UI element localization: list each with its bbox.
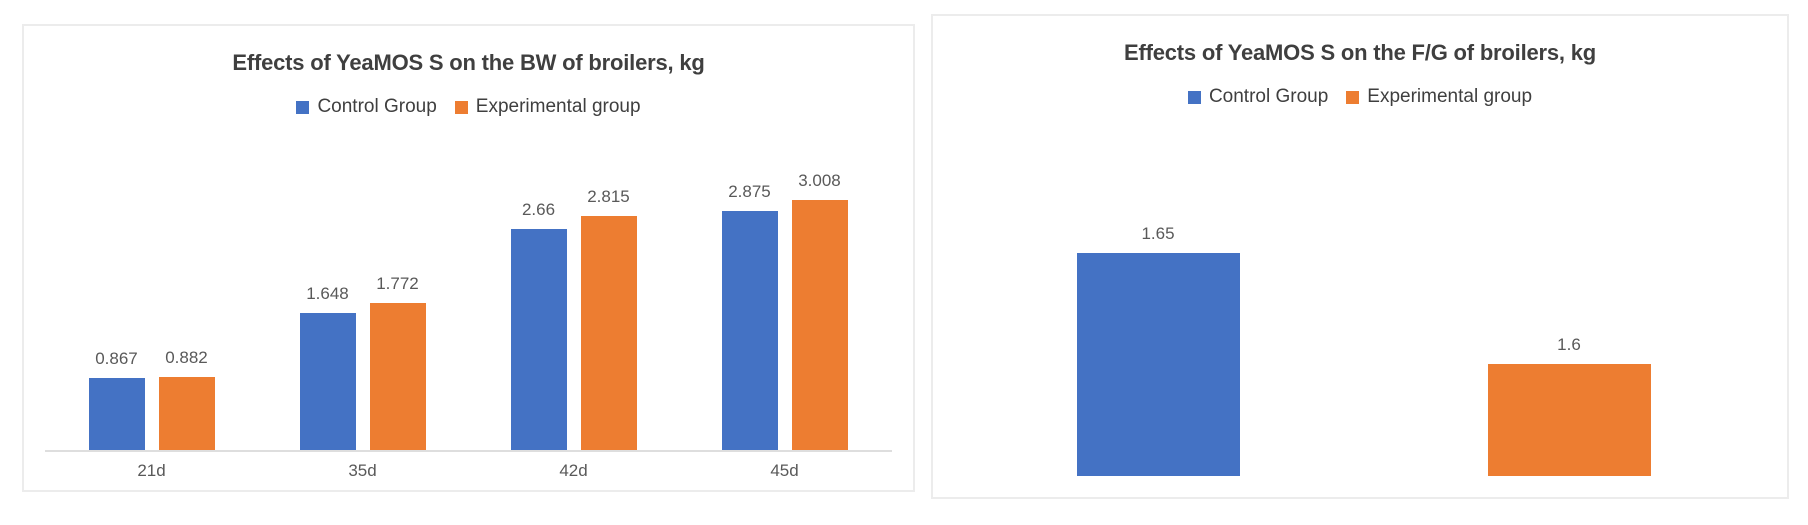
bar-experimental-group-45d [791,200,848,450]
bar-control-group-21d [88,378,145,450]
bar-control-group-42d [510,229,567,450]
legend: Control Group Experimental group [24,96,913,118]
legend-label-experimental: Experimental group [475,96,641,117]
bar-experimental-group-21d [158,377,215,450]
legend-label-control: Control Group [317,96,437,117]
legend-label-experimental: Experimental group [1367,86,1533,107]
x-axis-category-label: 35d [348,461,377,480]
x-axis-category-label: 21d [137,461,166,480]
chart-title: Effects of YeaMOS S on the F/G of broile… [1123,40,1597,65]
bar-value-label: 1.6 [1557,335,1581,354]
bar-value-label: 3.008 [798,171,841,190]
x-axis-line [45,450,892,452]
fg-chart-panel: Effects of YeaMOS S on the F/G of broile… [931,14,1789,499]
bar-value-label: 2.66 [521,200,556,219]
bar-value-label: 0.882 [165,348,208,367]
bar-value-label: 1.772 [376,274,419,293]
x-axis-category-label: 42d [559,461,588,480]
bar-experimental-group-35d [369,303,426,450]
legend-item-experimental: Experimental group [1346,86,1532,108]
legend-item-control: Control Group [1187,86,1329,108]
legend-marker-control-icon [1187,90,1201,104]
bar-value-label: 0.867 [95,349,138,368]
bar-control-group-35d [299,313,356,450]
bw-chart-panel: Effects of YeaMOS S on the BW of broiler… [22,24,915,492]
chart-title: Effects of YeaMOS S on the BW of broiler… [232,50,705,75]
bar-value-label: 2.875 [728,182,771,201]
bar-value-label: 1.65 [1141,224,1175,243]
legend-item-experimental: Experimental group [454,96,641,118]
bar-control-group-g1 [1076,253,1240,476]
bar-experimental-group-g2 [1487,364,1651,476]
bar-experimental-group-42d [580,216,637,450]
bar-control-group-45d [721,211,778,450]
bar-value-label: 2.815 [587,187,630,206]
legend: Control Group Experimental group [933,86,1787,108]
legend-marker-experimental-icon [454,100,468,114]
x-axis-category-label: 45d [770,461,799,480]
legend-marker-control-icon [296,100,310,114]
legend-marker-experimental-icon [1346,90,1360,104]
bar-value-label: 1.648 [306,284,349,303]
legend-label-control: Control Group [1208,86,1329,107]
legend-item-control: Control Group [296,96,437,118]
